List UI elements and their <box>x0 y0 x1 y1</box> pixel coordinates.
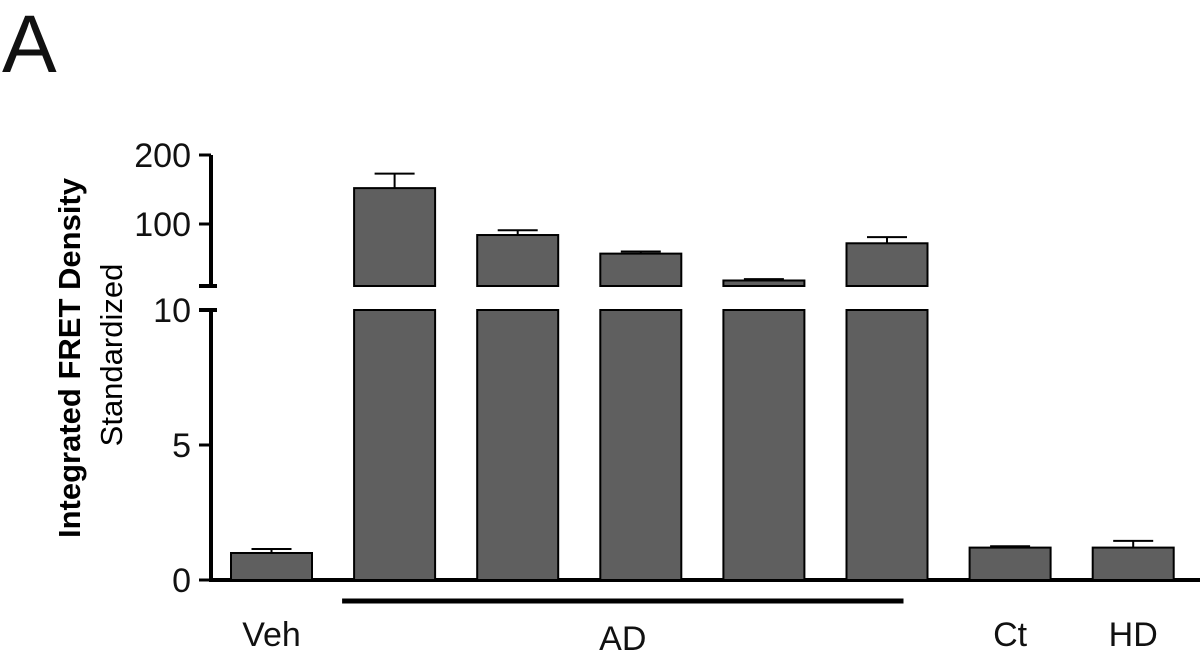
y-tick-label: 10 <box>153 292 191 330</box>
bar-upper <box>476 234 560 287</box>
x-category-label: HD <box>1109 616 1158 653</box>
x-categories: Veh Ct HD AD <box>242 598 1158 653</box>
bar-upper <box>722 279 806 288</box>
bar-upper <box>845 242 929 288</box>
bars <box>230 172 1175 581</box>
x-category-label: Veh <box>242 616 301 653</box>
axes <box>199 155 1200 582</box>
y-tick-label: 100 <box>134 206 191 244</box>
axis-break-gap <box>720 287 808 309</box>
y-tick-label: 0 <box>172 562 191 600</box>
y-tick-label: 200 <box>134 137 191 175</box>
bar <box>599 309 683 581</box>
bar <box>845 309 929 581</box>
bar <box>230 552 313 581</box>
y-tick-label: 5 <box>172 427 191 465</box>
y-axis-label: Integrated FRET Density <box>52 177 87 538</box>
panel-label: A <box>2 0 57 90</box>
bar <box>353 309 437 581</box>
bar <box>968 546 1052 581</box>
group-label: AD <box>599 620 646 653</box>
axis-break-gap <box>843 287 931 309</box>
y-axis-title: Integrated FRET Density Standardized <box>52 177 129 538</box>
axis-break-gap <box>474 287 562 309</box>
axis-break-gap <box>597 287 685 309</box>
bar-upper <box>599 252 683 287</box>
axis-break-gap <box>351 287 439 309</box>
bar <box>476 309 560 581</box>
y-axis-sublabel: Standardized <box>94 264 129 447</box>
bar <box>722 309 806 581</box>
bar <box>1091 546 1175 581</box>
bar-upper <box>353 187 437 287</box>
y-ticks: 0 5 10 100 200 <box>134 137 211 600</box>
x-category-label: Ct <box>993 616 1028 653</box>
